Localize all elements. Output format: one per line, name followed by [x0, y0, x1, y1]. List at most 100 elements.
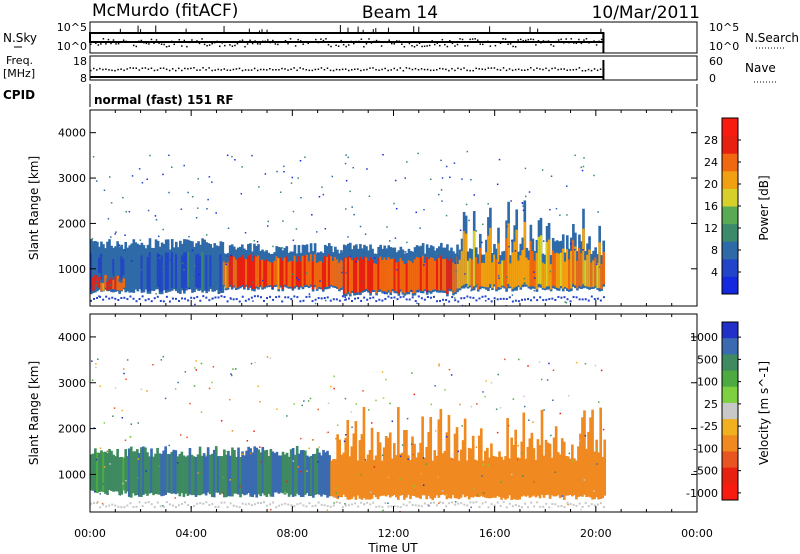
ground-point	[560, 296, 563, 299]
ground-point	[396, 505, 399, 508]
ground-point	[390, 296, 393, 299]
scatter-point	[160, 359, 163, 361]
power-cell	[319, 260, 323, 288]
nave-point	[508, 68, 511, 70]
scatter-point	[389, 402, 391, 405]
nave-point	[323, 68, 326, 71]
ground-point	[511, 300, 514, 303]
nsky-tick-low: 10^0	[57, 40, 87, 53]
scatter-point	[335, 437, 337, 440]
ground-point	[299, 502, 302, 505]
ground-point	[202, 295, 205, 298]
nsearch-point	[304, 40, 307, 43]
ground-point	[536, 299, 539, 302]
scatter-point	[465, 203, 468, 206]
power-cell	[541, 262, 545, 288]
velocity-cell	[146, 452, 149, 496]
power-cell	[448, 260, 451, 290]
velocity-cell	[160, 453, 163, 497]
scatter-point	[383, 292, 386, 295]
scatter-point	[333, 496, 335, 498]
velocity-cell	[556, 452, 560, 496]
scatter-point	[241, 453, 244, 455]
power-cell	[240, 255, 244, 285]
ground-point	[499, 504, 502, 507]
velocity-cell	[261, 446, 265, 494]
ground-point	[514, 299, 517, 302]
ground-point	[520, 506, 523, 509]
scatter-point	[99, 493, 101, 495]
nave-point	[174, 69, 177, 72]
scatter-point	[395, 207, 398, 210]
nsearch-point	[428, 44, 431, 47]
ground-point	[223, 295, 226, 298]
ground-point	[566, 501, 569, 504]
ground-point	[575, 296, 578, 299]
nave-point	[272, 69, 274, 71]
nave-point	[545, 67, 547, 70]
power-cell	[497, 243, 500, 287]
nsearch-point	[542, 40, 545, 42]
nave-point	[96, 69, 98, 71]
nave-point	[596, 69, 599, 72]
power-cell	[100, 282, 103, 292]
nave-point	[387, 69, 389, 72]
scatter-point	[582, 249, 584, 251]
scatter-point	[154, 215, 157, 217]
power-cell	[468, 258, 472, 286]
velocity-cell	[453, 433, 457, 499]
ground-point	[275, 506, 278, 509]
ground-point	[311, 300, 314, 303]
scatter-point	[168, 154, 170, 157]
scatter-point	[322, 193, 325, 196]
nsearch-point	[393, 43, 395, 45]
scatter-point	[468, 219, 470, 222]
scatter-point	[140, 268, 143, 271]
ground-point	[90, 299, 92, 302]
power-cell	[401, 260, 405, 293]
scatter-point	[259, 446, 261, 448]
ground-point	[439, 299, 442, 302]
power-cell	[255, 256, 258, 287]
nsearch-point	[256, 43, 259, 45]
scatter-point	[496, 431, 499, 434]
velocity-cell	[166, 453, 170, 493]
scatter-point	[301, 404, 304, 407]
nave-point	[381, 68, 383, 71]
power-cell	[211, 258, 215, 290]
ground-point	[448, 300, 451, 303]
velocity-cell	[310, 455, 313, 497]
nsearch-point	[461, 38, 464, 41]
nsearch-point	[317, 41, 320, 44]
nave-point	[238, 67, 241, 70]
scatter-point	[282, 220, 284, 222]
scatter-point	[353, 213, 355, 216]
scatter-point	[555, 207, 558, 210]
colorbar-segment	[722, 354, 738, 372]
ground-point	[217, 505, 220, 508]
velocity-cell	[184, 456, 188, 494]
power-cell	[174, 254, 178, 289]
scatter-point	[347, 236, 349, 238]
scatter-point	[510, 473, 513, 476]
ground-point	[457, 502, 460, 505]
scatter-point	[161, 265, 164, 268]
ground-point	[199, 502, 202, 505]
ground-point	[490, 503, 493, 506]
nave-point	[429, 69, 432, 72]
power-cell	[189, 252, 192, 287]
power-cell	[580, 253, 583, 287]
colorbar-segment	[722, 276, 738, 295]
velocity-cell	[514, 429, 518, 500]
ground-point	[545, 502, 548, 505]
scatter-point	[394, 237, 397, 239]
scatter-point	[487, 464, 490, 467]
scatter-point	[204, 454, 207, 456]
nsearch-point	[439, 44, 441, 47]
power-cell	[511, 252, 514, 289]
velocity-cell	[504, 456, 507, 500]
nave-point	[178, 67, 180, 70]
power-cell	[96, 282, 99, 287]
velocity-cell	[362, 406, 366, 498]
